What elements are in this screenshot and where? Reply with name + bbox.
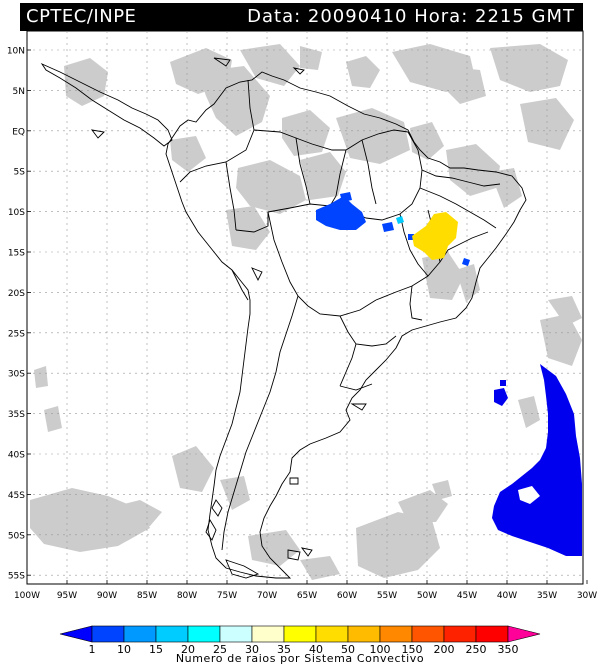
lat-label-45s: 45S [8,491,25,501]
colorbar-label: 30 [245,643,259,656]
coastline-borders [40,57,527,579]
colorbar-label: 1 [89,643,96,656]
lon-label-65w: 65W [297,591,317,601]
lon-label-85w: 85W [137,591,157,601]
lon-label-95w: 95W [57,591,77,601]
lat-label-40s: 40S [8,451,25,461]
colorbar-segment [59,625,93,643]
lon-label-100w: 100W [14,591,40,601]
colorbar-label: 25 [213,643,227,656]
lat-label-5s: 5S [14,168,26,178]
colorbar-label: 200 [434,643,455,656]
colorbar-segment [283,625,317,643]
colorbar-label: 15 [149,643,163,656]
lat-lon-grid [27,31,583,584]
lat-label-20s: 20S [8,289,25,299]
lon-label-30w: 30W [577,591,597,601]
lightning-system-yellow [412,212,458,260]
lat-label-55s: 55S [8,572,25,582]
lon-label-35w: 35W [537,591,557,601]
colorbar [59,625,541,643]
colorbar-segment [91,625,125,643]
lat-label-10n: 10N [7,47,25,57]
colorbar-segment [379,625,413,643]
colorbar-segment [187,625,221,643]
lat-label-10s: 10S [8,208,25,218]
lon-label-75w: 75W [217,591,237,601]
header-datetime: Data: 20090410 Hora: 2215 GMT [247,6,575,27]
colorbar-label: 10 [117,643,131,656]
lat-label-50s: 50S [8,531,25,541]
colorbar-segment [507,625,541,643]
colorbar-label: 35 [277,643,291,656]
colorbar-label: 250 [466,643,487,656]
lon-label-45w: 45W [457,591,477,601]
colorbar-segment [219,625,253,643]
colorbar-labels: 1 10 15 20 25 30 35 40 50 100 150 200 250 350 [89,643,519,656]
lon-label-50w: 50W [417,591,437,601]
colorbar-segment [475,625,509,643]
lat-label-eq: EQ [12,127,25,137]
colorbar-label: 350 [498,643,519,656]
latitude-labels: 10N 5N EQ 5S 10S 15S 20S 25S 30S 35S 40S 45S 50S 55S [7,47,31,582]
colorbar-label: 100 [370,643,391,656]
colorbar-label: 20 [181,643,195,656]
colorbar-label: 50 [341,643,355,656]
colorbar-segment [251,625,285,643]
lat-label-5n: 5N [13,87,25,97]
map-header: CPTEC/INPE Data: 20090410 Hora: 2215 GMT [20,3,583,31]
lightning-system-blue-atlantic [492,364,582,556]
lon-label-55w: 55W [377,591,397,601]
colorbar-caption: Numero de raios por Sistema Convectivo [175,652,425,665]
lon-label-60w: 60W [337,591,357,601]
lat-label-30s: 30S [8,370,25,380]
lat-label-15s: 15S [8,249,25,259]
colorbar-label: 150 [402,643,423,656]
header-source: CPTEC/INPE [26,6,137,27]
lightning-system-cyan [396,216,404,224]
longitude-labels: 100W 95W 90W 85W 80W 75W 70W 65W 60W 55W 50W 45W 40W… [14,580,597,601]
atlantic-system-gap [518,486,540,504]
colorbar-segment [315,625,349,643]
lat-label-25s: 25S [8,329,25,339]
colorbar-segment [411,625,445,643]
lon-label-70w: 70W [257,591,277,601]
lightning-systems [316,192,582,556]
colorbar-label: 40 [309,643,323,656]
lon-label-40w: 40W [497,591,517,601]
lon-label-90w: 90W [97,591,117,601]
lat-label-35s: 35S [8,410,25,420]
colorbar-segment [443,625,477,643]
colorbar-segment [155,625,189,643]
lon-label-80w: 80W [177,591,197,601]
colorbar-segment [123,625,157,643]
colorbar-segment [347,625,381,643]
